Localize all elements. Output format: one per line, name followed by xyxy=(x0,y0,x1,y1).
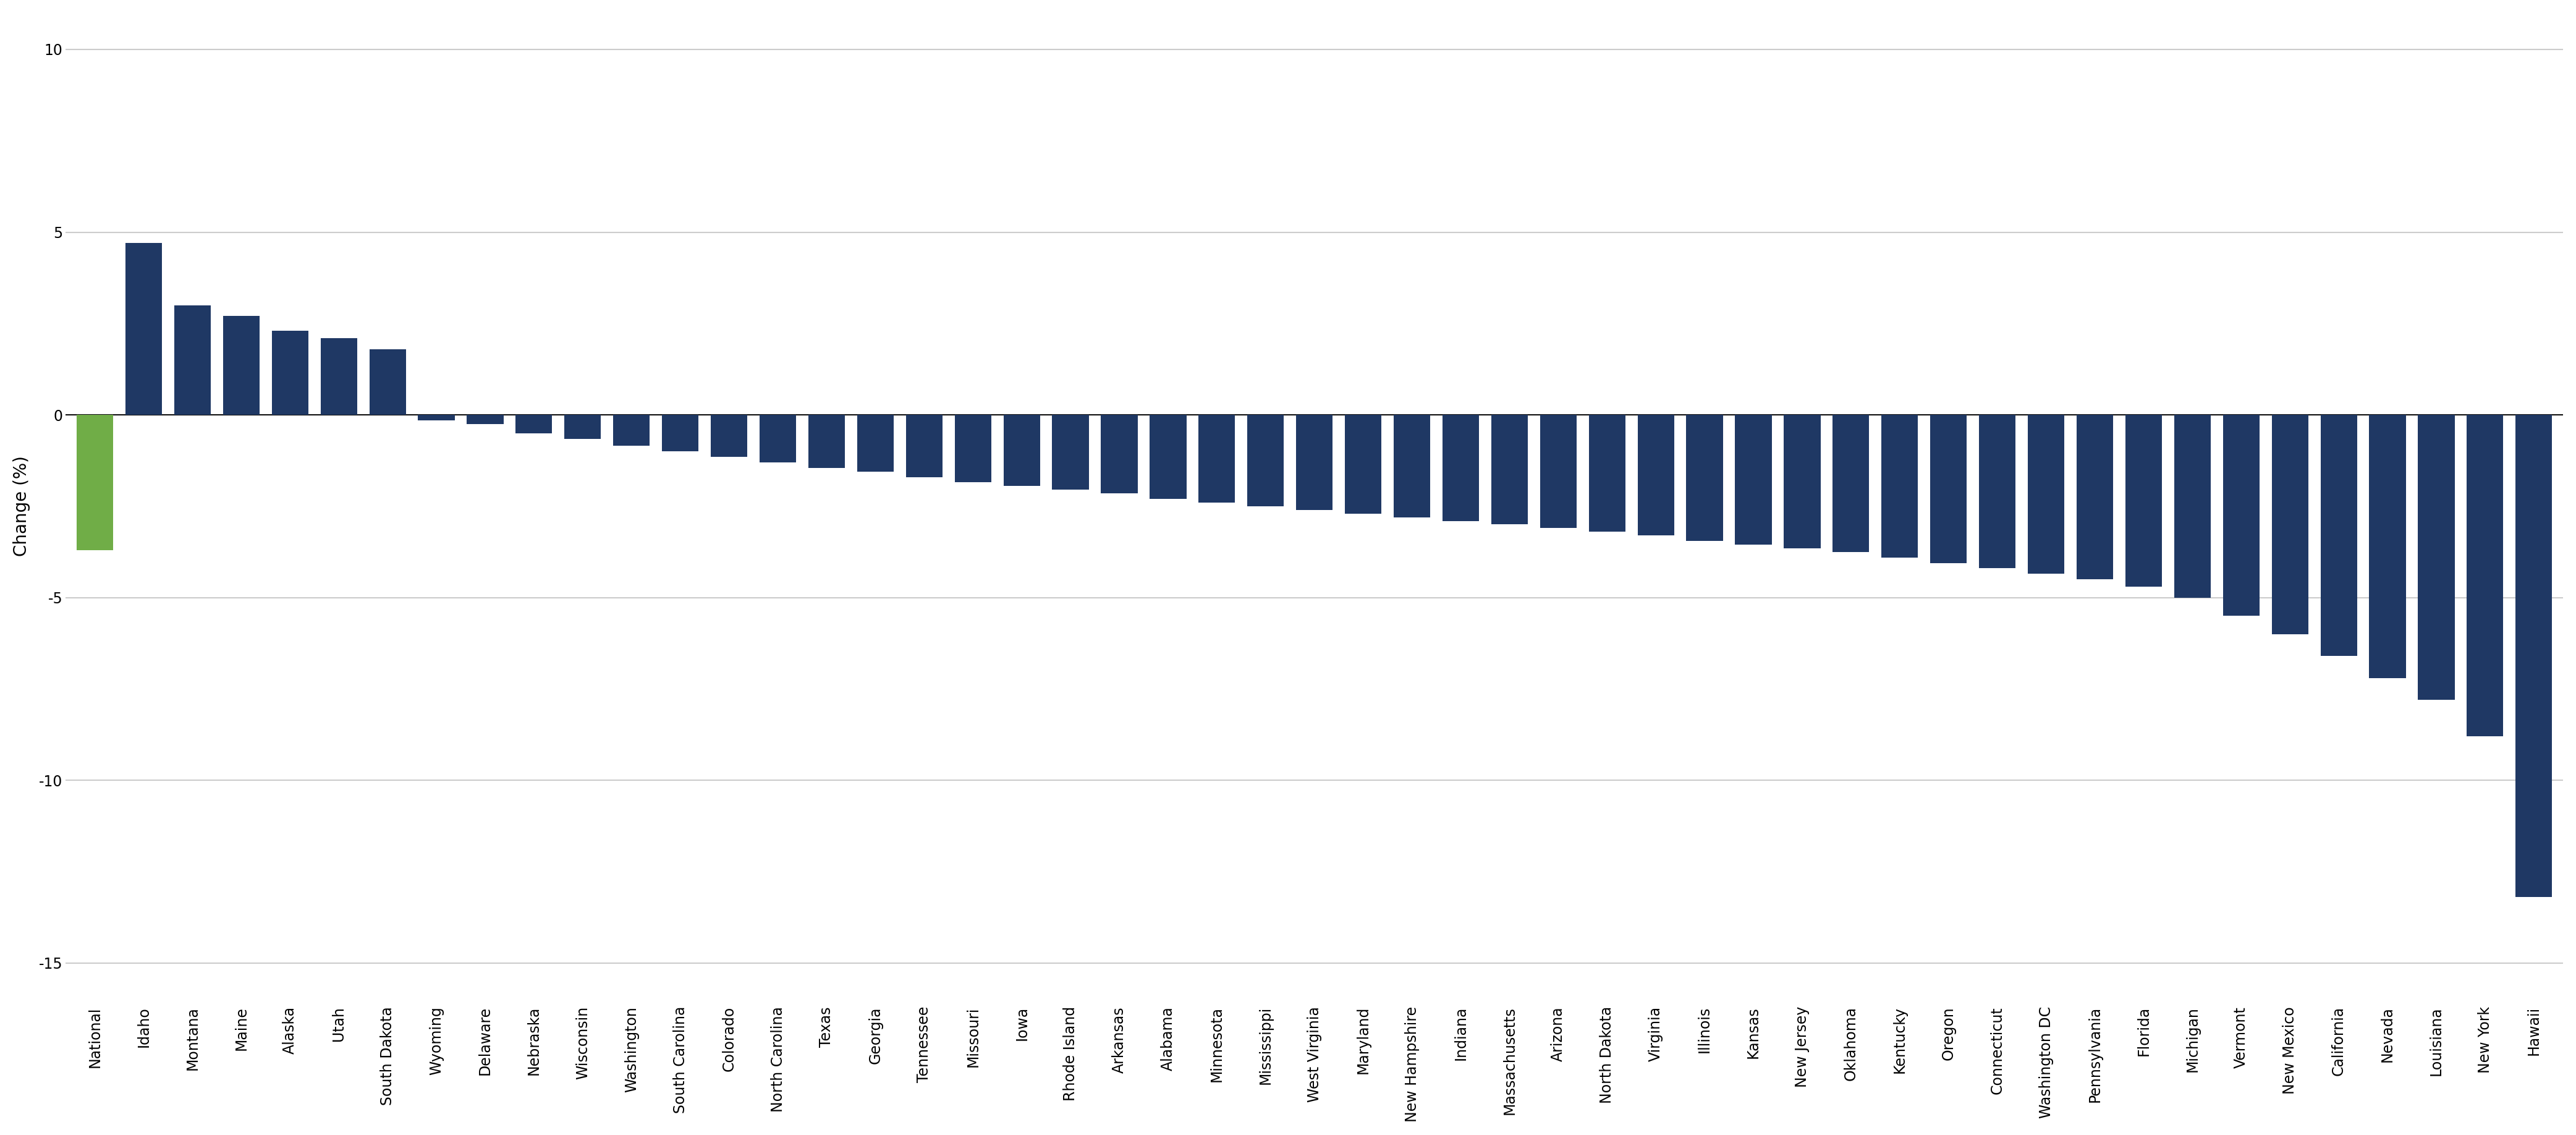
Bar xyxy=(2272,415,2308,634)
Bar xyxy=(2076,415,2112,579)
Bar xyxy=(1492,415,1528,524)
Bar xyxy=(1247,415,1283,506)
Bar xyxy=(711,415,747,457)
Bar xyxy=(1736,415,1772,545)
Bar xyxy=(1394,415,1430,518)
Bar xyxy=(368,350,407,415)
Bar xyxy=(1296,415,1332,510)
Bar xyxy=(1540,415,1577,528)
Bar xyxy=(1051,415,1090,490)
Bar xyxy=(1100,415,1139,494)
Bar xyxy=(2223,415,2259,616)
Bar xyxy=(2125,415,2161,587)
Bar xyxy=(270,330,309,415)
Bar xyxy=(1005,415,1041,486)
Bar xyxy=(1687,415,1723,541)
Bar xyxy=(2419,415,2455,700)
Bar xyxy=(2321,415,2357,656)
Bar xyxy=(1638,415,1674,536)
Bar xyxy=(126,243,162,415)
Bar xyxy=(2468,415,2504,737)
Bar xyxy=(319,338,358,415)
Bar xyxy=(466,415,502,424)
Bar xyxy=(564,415,600,438)
Bar xyxy=(1198,415,1234,503)
Bar xyxy=(1832,415,1870,552)
Bar xyxy=(809,415,845,468)
Bar xyxy=(77,415,113,550)
Bar xyxy=(662,415,698,452)
Bar xyxy=(1929,415,1968,563)
Bar xyxy=(1149,415,1188,499)
Bar xyxy=(417,415,453,420)
Bar xyxy=(515,415,551,434)
Bar xyxy=(613,415,649,446)
Bar xyxy=(1785,415,1821,548)
Bar xyxy=(956,415,992,482)
Bar xyxy=(1443,415,1479,521)
Bar xyxy=(2174,415,2210,598)
Bar xyxy=(2370,415,2406,678)
Bar xyxy=(1589,415,1625,532)
Bar xyxy=(907,415,943,477)
Bar xyxy=(2027,415,2063,574)
Bar xyxy=(760,415,796,462)
Bar xyxy=(1978,415,2014,569)
Bar xyxy=(858,415,894,471)
Y-axis label: Change (%): Change (%) xyxy=(13,456,31,556)
Bar xyxy=(1345,415,1381,513)
Bar xyxy=(2517,415,2553,898)
Bar xyxy=(1880,415,1919,557)
Bar xyxy=(224,317,260,415)
Bar xyxy=(175,305,211,415)
